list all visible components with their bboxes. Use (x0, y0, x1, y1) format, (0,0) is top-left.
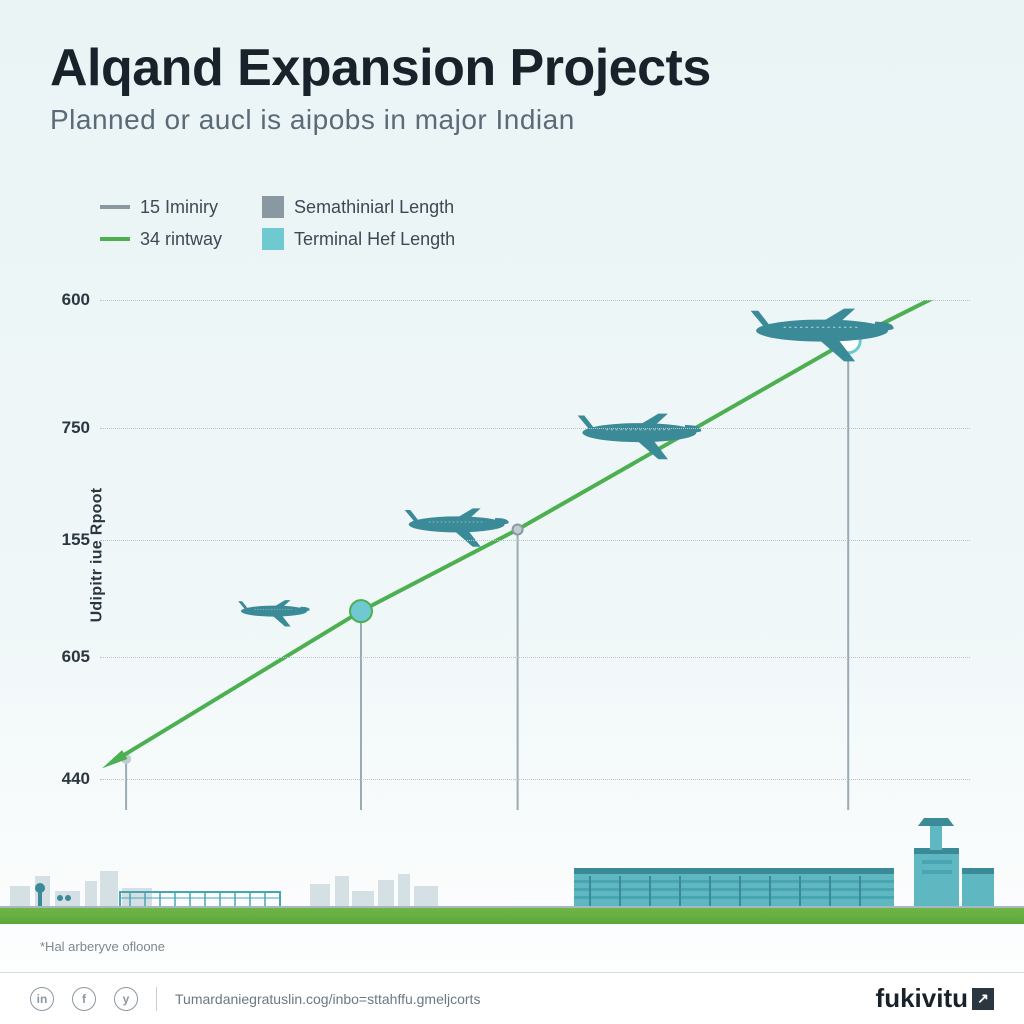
legend-label: Terminal Hef Length (294, 229, 455, 250)
page-title: Alqand Expansion Projects (50, 38, 711, 98)
y-tick-label: 155 (50, 530, 90, 550)
brand-text: fukivitu (876, 983, 968, 1014)
facebook-icon[interactable]: f (72, 987, 96, 1011)
grass-ground (0, 908, 1024, 924)
linkedin-icon[interactable]: in (30, 987, 54, 1011)
legend-swatch (100, 237, 130, 241)
y-tick-label: 750 (50, 418, 90, 438)
chart-legend: 15 Iminiry Semathiniarl Length 34 rintway T… (100, 196, 455, 250)
footnote: *Hal arberyve ofloone (40, 939, 165, 954)
legend-item: 15 Iminiry (100, 196, 222, 218)
brand-mark-icon: ↗ (972, 988, 994, 1010)
legend-item: Terminal Hef Length (262, 228, 455, 250)
chart-plot-area (100, 300, 970, 810)
legend-item: Semathiniarl Length (262, 196, 455, 218)
y-tick-label: 440 (50, 769, 90, 789)
terminal-building (574, 818, 994, 908)
brand-logo: fukivitu ↗ (876, 983, 994, 1014)
gridline (100, 540, 970, 541)
gridline (100, 779, 970, 780)
y-tick-label: 600 (50, 290, 90, 310)
airplane-icon (238, 600, 310, 626)
footer-divider (156, 987, 157, 1011)
legend-label: 34 rintway (140, 229, 222, 250)
airplane-icon (578, 414, 702, 460)
legend-swatch (262, 196, 284, 218)
page-subtitle: Planned or aucl is aipobs in major India… (50, 104, 711, 136)
line-chart: Udipitr iue Rpoot (100, 300, 970, 810)
left-structures (30, 868, 290, 908)
footer-bar: in f y Tumardaniegratuslin.cog/inbo=stta… (0, 972, 1024, 1024)
gridline (100, 300, 970, 301)
gridline (100, 428, 970, 429)
legend-swatch (262, 228, 284, 250)
legend-swatch (100, 205, 130, 209)
legend-item: 34 rintway (100, 228, 222, 250)
y-tick-label: 605 (50, 647, 90, 667)
legend-label: 15 Iminiry (140, 197, 218, 218)
legend-label: Semathiniarl Length (294, 197, 454, 218)
gridline (100, 657, 970, 658)
title-block: Alqand Expansion Projects Planned or auc… (50, 38, 711, 136)
twitter-icon[interactable]: y (114, 987, 138, 1011)
footer-url: Tumardaniegratuslin.cog/inbo=sttahffu.gm… (175, 991, 480, 1007)
